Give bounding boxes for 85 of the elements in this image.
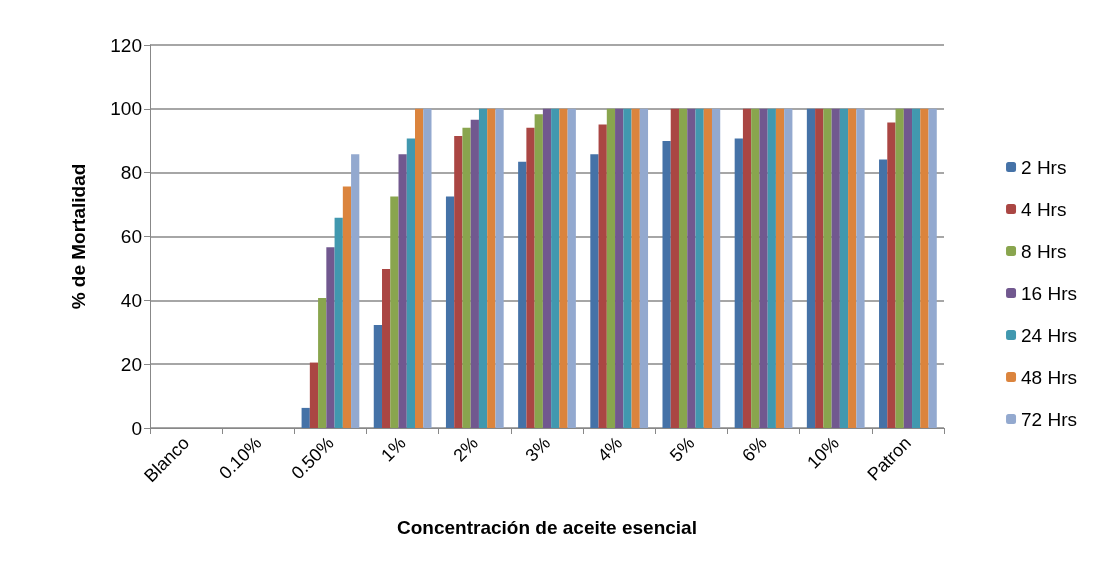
bar xyxy=(695,108,704,428)
bar xyxy=(742,108,752,428)
bar xyxy=(398,154,407,428)
x-tick-label: 6% xyxy=(738,432,771,466)
bar xyxy=(662,141,671,428)
bar xyxy=(309,362,319,428)
bar xyxy=(334,217,343,428)
bar xyxy=(615,108,624,428)
bar xyxy=(478,108,488,428)
bar xyxy=(445,196,455,428)
bar xyxy=(639,108,649,428)
bar xyxy=(895,108,904,428)
bar xyxy=(423,108,432,428)
bar xyxy=(462,127,471,428)
bar xyxy=(759,108,768,428)
bar xyxy=(734,138,743,428)
bar xyxy=(879,159,888,428)
bar xyxy=(495,108,504,428)
legend-label: 8 Hrs xyxy=(1021,240,1067,262)
x-tick-label: 5% xyxy=(665,432,699,466)
bar xyxy=(598,124,607,428)
y-tick-label: 60 xyxy=(120,226,142,247)
bar xyxy=(670,108,679,428)
x-tick-label: 1% xyxy=(377,432,410,466)
bar xyxy=(903,108,913,428)
bar xyxy=(470,119,479,428)
bar xyxy=(606,108,616,428)
x-tick-label: 3% xyxy=(521,432,555,466)
x-axis-title: Concentración de aceite esencial xyxy=(397,517,697,538)
bar xyxy=(526,127,535,428)
y-tick-label: 40 xyxy=(120,289,142,311)
legend-label: 48 Hrs xyxy=(1021,366,1078,388)
bar xyxy=(711,108,721,428)
bar xyxy=(487,108,496,428)
bar xyxy=(928,108,937,428)
bar xyxy=(559,108,568,428)
bar xyxy=(382,269,391,428)
bar xyxy=(351,154,360,428)
bar xyxy=(815,108,824,428)
bar xyxy=(301,407,310,428)
bar xyxy=(848,108,857,428)
bar xyxy=(775,108,785,428)
bar xyxy=(342,186,352,428)
bar xyxy=(856,108,865,428)
bar xyxy=(454,135,463,428)
bar xyxy=(518,161,527,428)
y-tick-label: 120 xyxy=(110,34,142,56)
bar xyxy=(534,114,543,428)
legend-label: 4 Hrs xyxy=(1021,198,1067,220)
legend-label: 16 Hrs xyxy=(1021,282,1078,304)
y-tick-label: 20 xyxy=(120,353,142,375)
y-tick-label: 100 xyxy=(110,98,142,120)
bar xyxy=(631,108,640,428)
bar xyxy=(406,138,416,428)
bar xyxy=(839,108,849,428)
bar xyxy=(920,108,929,428)
y-tick-label: 0 xyxy=(131,417,142,439)
bar xyxy=(703,108,712,428)
bar xyxy=(390,196,399,428)
bar xyxy=(784,108,793,428)
bar xyxy=(567,108,576,428)
bar xyxy=(326,247,335,428)
bar xyxy=(415,108,424,428)
bar xyxy=(912,108,921,428)
x-tick-label: 4% xyxy=(593,432,627,466)
bar xyxy=(751,108,760,428)
y-axis-title: % de Mortalidad xyxy=(68,163,89,310)
bar xyxy=(831,108,840,428)
bar xyxy=(806,108,816,428)
bar xyxy=(590,154,599,428)
bar xyxy=(678,108,688,428)
bar xyxy=(767,108,776,428)
bar xyxy=(887,122,896,428)
y-tick-label: 80 xyxy=(120,162,142,184)
bar xyxy=(551,108,560,428)
legend-label: 24 Hrs xyxy=(1021,324,1078,346)
bar xyxy=(823,108,832,428)
legend-label: 72 Hrs xyxy=(1021,408,1078,430)
bar xyxy=(687,108,696,428)
legend-label: 2 Hrs xyxy=(1021,156,1067,178)
bar xyxy=(318,298,327,428)
bar xyxy=(623,108,632,428)
bar xyxy=(542,108,552,428)
bar xyxy=(373,324,383,428)
x-tick-label: 2% xyxy=(449,432,482,466)
